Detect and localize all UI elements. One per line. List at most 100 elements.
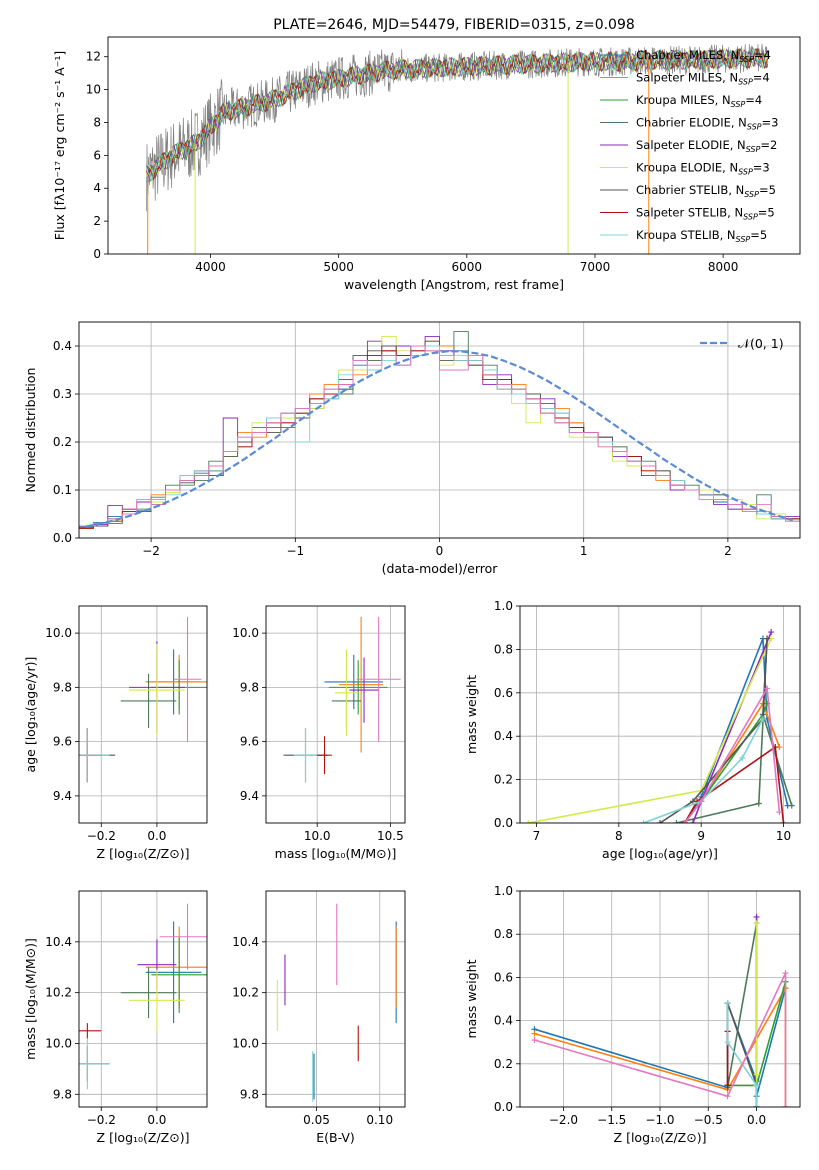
plot-area-z_weight xyxy=(520,891,800,1107)
x-tick-label: 2 xyxy=(724,544,732,558)
legend-label: Salpeter STELIB, NSSP=5 xyxy=(636,206,775,222)
y-tick-label: 9.6 xyxy=(240,735,259,749)
x-axis-label: E(B-V) xyxy=(316,1130,355,1145)
weight-marker xyxy=(673,820,680,823)
weight-line xyxy=(726,1003,758,1107)
weight-marker xyxy=(753,1071,760,1078)
x-tick-label: 9 xyxy=(697,829,705,843)
y-tick-label: 10.0 xyxy=(45,626,72,640)
y-tick-label: 10.0 xyxy=(232,1036,259,1050)
weight-marker xyxy=(724,1093,731,1100)
x-tick-label: −0.2 xyxy=(87,829,116,843)
legend-label: 𝒩(0, 1) xyxy=(738,336,784,351)
x-tick-label: 0.0 xyxy=(747,1113,766,1127)
y-tick-label: 0 xyxy=(93,247,101,261)
x-tick-label: 0 xyxy=(436,544,444,558)
weight-marker xyxy=(724,1039,731,1046)
weight-marker xyxy=(755,800,762,807)
y-tick-label: 0.0 xyxy=(494,816,513,830)
y-tick-label: 4 xyxy=(93,181,101,195)
weight-marker xyxy=(657,820,663,823)
legend-label: Kroupa MILES, NSSP=4 xyxy=(636,93,762,109)
y-tick-label: 0.2 xyxy=(494,773,513,787)
y-tick-label: 9.8 xyxy=(240,680,259,694)
plot-area-spectrum xyxy=(146,43,769,254)
x-tick-label: 10.0 xyxy=(304,829,331,843)
weight-marker xyxy=(724,1082,731,1089)
y-tick-label: 0.2 xyxy=(53,435,72,449)
x-tick-label: 0.05 xyxy=(303,1113,330,1127)
x-axis-label: (data-model)/error xyxy=(382,561,499,576)
plot-area-age_weight xyxy=(520,606,800,823)
y-tick-label: 0.8 xyxy=(494,642,513,656)
weight-line xyxy=(684,745,785,823)
weight-marker xyxy=(753,913,760,920)
legend-label: Salpeter MILES, NSSP=4 xyxy=(636,71,770,87)
x-tick-label: 8 xyxy=(615,829,623,843)
x-axis-label: wavelength [Angstrom, rest frame] xyxy=(344,277,564,292)
y-axis-label: mass weight xyxy=(464,675,479,754)
model-fit-line xyxy=(146,47,769,178)
weight-line xyxy=(534,972,787,1107)
x-tick-label: −0.5 xyxy=(694,1113,723,1127)
x-tick-label: 5000 xyxy=(323,260,354,274)
y-tick-label: 0.0 xyxy=(53,531,72,545)
y-axis-label: Normed distribution xyxy=(23,368,38,493)
y-tick-label: 0.6 xyxy=(494,970,513,984)
x-tick-label: 7000 xyxy=(580,260,611,274)
y-tick-label: 9.8 xyxy=(53,680,72,694)
y-tick-label: 9.8 xyxy=(53,1087,72,1101)
weight-marker xyxy=(764,635,771,642)
y-tick-label: 9.6 xyxy=(53,735,72,749)
y-tick-label: 9.8 xyxy=(240,1087,259,1101)
weight-marker xyxy=(788,802,795,809)
weight-marker xyxy=(640,820,647,823)
y-tick-label: 6 xyxy=(93,148,101,162)
panel-age_weight: 7 8 9 10 0.0 0.2 0.4 0.6 0.8 1.0 age [log₁₀(age/yr… xyxy=(464,599,801,861)
y-tick-label: 0.8 xyxy=(494,927,513,941)
plot-area-ebv_mass xyxy=(266,891,405,1107)
weight-marker xyxy=(753,1082,760,1089)
axes-frame xyxy=(265,605,406,824)
weight-marker xyxy=(739,754,746,761)
y-tick-label: 0.2 xyxy=(494,1057,513,1071)
x-tick-label: 7 xyxy=(533,829,541,843)
weight-marker xyxy=(768,629,775,636)
weight-marker xyxy=(531,1030,538,1037)
x-axis-label: age [log₁₀(age/yr)] xyxy=(602,846,718,861)
weight-line xyxy=(684,685,781,823)
panel-ebv_mass: 0.05 0.10 9.8 10.0 10.2 10.4 E(B-V) xyxy=(232,890,406,1145)
x-axis-label: mass [log₁₀(M/M⊙)] xyxy=(275,846,397,861)
y-tick-label: 9.4 xyxy=(53,789,72,803)
x-tick-label: 10 xyxy=(776,829,791,843)
axes-frame xyxy=(519,605,801,824)
spectrum-legend: Chabrier MILES, NSSP=4 Salpeter MILES, NS… xyxy=(600,48,778,244)
plot-area-residuals xyxy=(79,322,800,538)
histogram-step xyxy=(79,345,800,538)
y-tick-label: 9.4 xyxy=(240,789,259,803)
y-axis-label: mass weight xyxy=(464,959,479,1038)
chart-title: PLATE=2646, MJD=54479, FIBERID=0315, z=0… xyxy=(273,17,635,33)
weight-marker xyxy=(782,970,789,977)
plot-area-mass_age xyxy=(266,606,405,823)
x-tick-label: −1.0 xyxy=(645,1113,674,1127)
legend-label: Chabrier STELIB, NSSP=5 xyxy=(636,183,776,199)
y-tick-label: 10.4 xyxy=(45,935,72,949)
y-tick-label: 10.2 xyxy=(45,986,72,1000)
panel-z_age: −0.2 0.0 9.4 9.6 9.8 10.0 Z [log₁₀(Z/Z⊙)] age [… xyxy=(23,605,208,861)
weight-marker xyxy=(782,1104,789,1107)
y-tick-label: 12 xyxy=(86,50,101,64)
panel-residuals: 𝒩(0, 1) −2 −1 0 1 2 0.0 0.1 0.2 0.3 0.4 (data-model… xyxy=(23,321,801,576)
y-tick-label: 0.0 xyxy=(494,1100,513,1114)
weight-marker xyxy=(780,820,787,823)
x-tick-label: 10.5 xyxy=(377,829,404,843)
weight-marker xyxy=(698,798,705,805)
legend-label: Salpeter ELODIE, NSSP=2 xyxy=(636,138,777,154)
y-axis-label: mass [log₁₀(M/M⊙)] xyxy=(23,938,38,1060)
histogram-step xyxy=(79,345,800,538)
weight-line xyxy=(684,638,789,823)
weight-marker xyxy=(724,1000,731,1007)
y-tick-label: 1.0 xyxy=(494,884,513,898)
weight-marker xyxy=(764,685,771,692)
